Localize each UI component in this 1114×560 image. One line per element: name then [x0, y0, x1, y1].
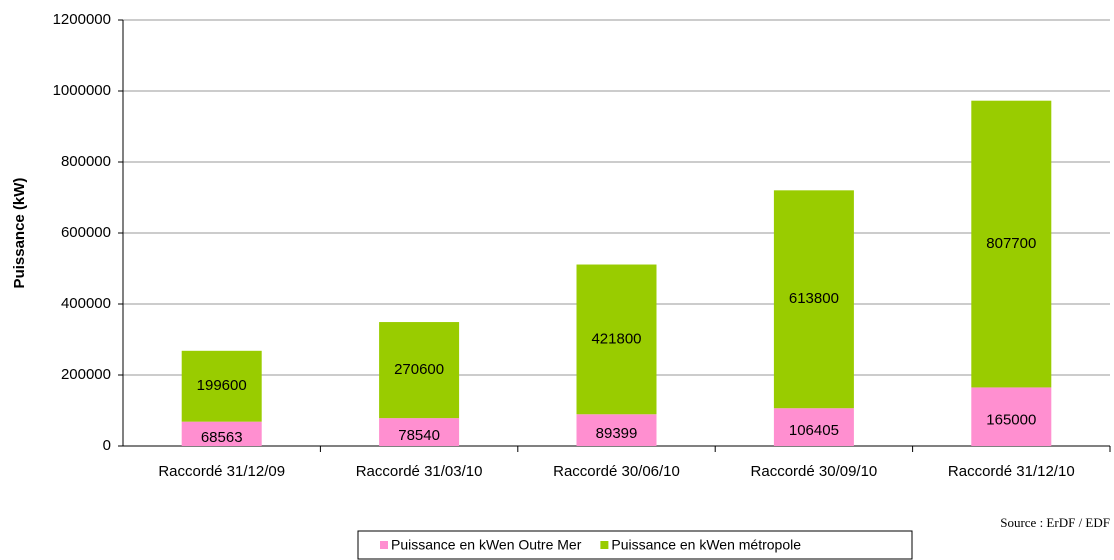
y-tick-label: 400000	[61, 295, 111, 312]
data-label: 78540	[398, 427, 440, 444]
legend-swatch	[600, 541, 609, 549]
legend-swatch	[380, 541, 388, 549]
x-tick-label: Raccordé 30/06/10	[553, 463, 680, 480]
x-tick-label: Raccordé 31/12/10	[948, 463, 1075, 480]
x-tick-label: Raccordé 31/12/09	[158, 463, 285, 480]
bar-segment	[971, 100, 1052, 388]
data-label: 613800	[789, 290, 839, 307]
y-tick-label: 200000	[61, 366, 111, 383]
data-label: 421800	[591, 330, 641, 347]
bar-segment	[181, 350, 262, 422]
data-label: 68563	[201, 429, 243, 446]
y-tick-label: 0	[103, 437, 111, 454]
y-tick-label: 800000	[61, 153, 111, 170]
y-tick-label: 600000	[61, 224, 111, 241]
legend-label: Puissance en kWen métropole	[611, 537, 801, 553]
source: Source : ErDF / EDF	[1000, 515, 1110, 530]
legend-box	[357, 530, 913, 560]
bar-segment	[576, 264, 657, 415]
bar-segment	[773, 408, 854, 446]
data-label: 199600	[197, 377, 247, 394]
y-axis-label: Puissance (kW)	[11, 178, 28, 289]
bar-segment	[576, 414, 657, 446]
y-tick-label: 1000000	[53, 82, 111, 99]
data-label: 106405	[789, 422, 839, 439]
bar-segment	[379, 322, 460, 419]
data-label: 807700	[986, 235, 1036, 252]
legend-label: Puissance en kWen Outre Mer	[391, 537, 582, 553]
x-tick-label: Raccordé 31/03/10	[356, 463, 483, 480]
bar-segment	[181, 421, 262, 446]
data-label: 89399	[596, 425, 638, 442]
bar-segment	[773, 190, 854, 409]
data-label: 165000	[986, 412, 1036, 429]
y-tick-label: 1200000	[53, 11, 111, 28]
bar-segment	[379, 418, 460, 446]
data-label: 270600	[394, 361, 444, 378]
x-tick-label: Raccordé 30/09/10	[751, 463, 878, 480]
bar-segment	[971, 387, 1052, 446]
